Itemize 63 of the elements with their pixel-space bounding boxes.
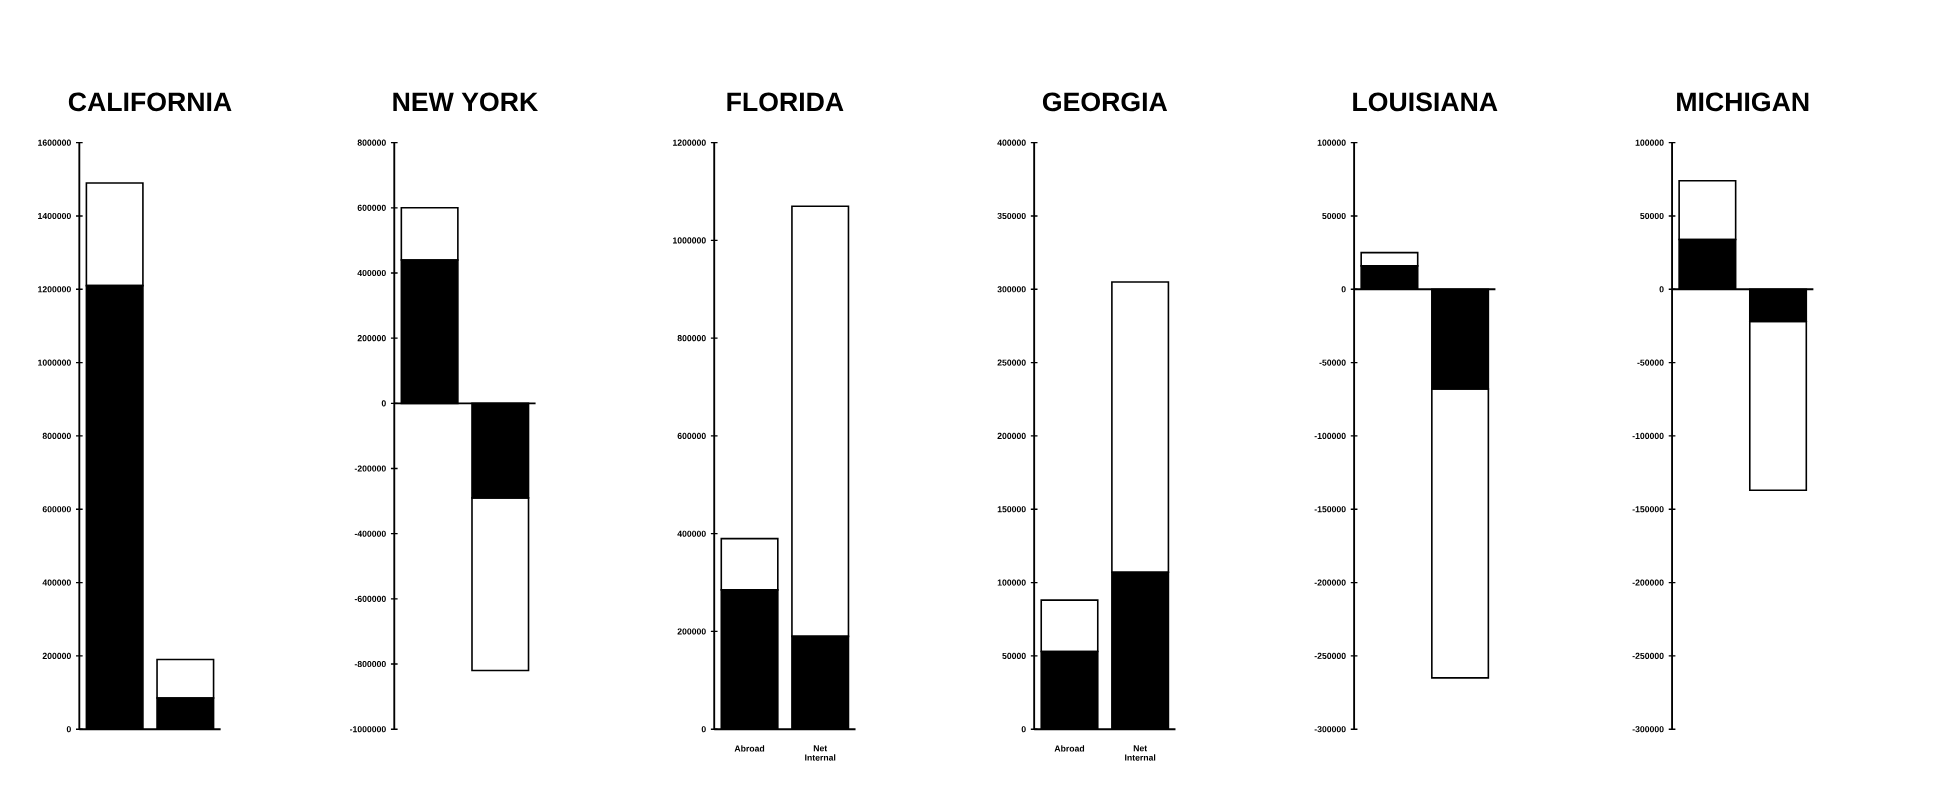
y-tick-label: 1200000 [38,286,71,293]
chart-title: GEORGIA [1042,92,1168,112]
y-tick-label: 1400000 [38,212,71,220]
y-tick-label: 0 [66,726,71,733]
x-tick-label: Net Internal [805,745,836,761]
y-tick-label: -150000 [1314,506,1346,513]
y-tick-label: -400000 [354,530,386,537]
y-tick-label: 800000 [357,139,386,146]
y-tick-label: 0 [701,726,706,733]
y-tick-label: 1000000 [38,359,71,366]
y-tick-label: 50000 [1640,212,1664,220]
y-tick-label: -300000 [1632,726,1664,733]
y-tick-label: 400000 [42,579,71,586]
y-tick-label: -100000 [1314,432,1346,440]
y-tick-label: 50000 [1002,652,1026,660]
y-tick-label: 0 [381,400,386,407]
y-tick-label: -150000 [1632,506,1664,513]
chart-title: LOUISIANA [1353,92,1498,112]
y-tick-label: 400000 [997,139,1026,146]
y-tick-label: 200000 [42,652,71,660]
y-tick-label: 300000 [997,286,1026,293]
y-tick-label: -250000 [1632,652,1664,660]
y-tick-label: 200000 [677,628,706,635]
y-tick-label: 1600000 [38,139,71,146]
y-tick-label: -50000 [1319,359,1346,366]
y-tick-label: -600000 [354,595,386,602]
y-tick-label: 1200000 [672,139,706,146]
y-tick-label: 150000 [997,506,1026,513]
y-tick-label: 600000 [677,432,706,440]
y-tick-label: 50000 [1322,212,1346,220]
y-tick-label: -50000 [1637,359,1664,366]
chart-title: CALIFORNIA [68,92,232,112]
y-tick-label: -1000000 [349,726,386,733]
y-tick-label: 600000 [357,204,386,211]
y-tick-label: 800000 [42,432,71,440]
chart-title: NEW YORK [393,92,538,112]
y-tick-label: 350000 [997,212,1026,220]
y-tick-label: 100000 [1317,139,1346,146]
y-tick-label: -100000 [1632,432,1664,440]
y-tick-label: -800000 [354,661,386,668]
y-tick-label: 1000000 [672,237,706,244]
y-tick-label: 800000 [677,335,706,342]
y-tick-label: 250000 [997,359,1026,366]
x-tick-label: Abroad [1054,745,1085,752]
y-tick-label: 200000 [997,432,1026,440]
y-tick-label: 0 [1021,726,1026,733]
y-tick-label: 200000 [357,335,386,342]
y-tick-label: 400000 [357,270,386,277]
y-tick-label: 0 [1659,286,1664,293]
y-tick-label: 100000 [997,579,1026,586]
y-tick-label: -200000 [354,465,386,472]
x-tick-label: Net Internal [1125,745,1156,761]
y-tick-label: -200000 [1632,579,1664,586]
y-tick-label: -250000 [1314,652,1346,660]
chart-title: MICHIGAN [1677,92,1809,112]
y-tick-label: 600000 [42,506,71,513]
chart-title: FLORIDA [727,92,844,112]
y-tick-label: -300000 [1314,726,1346,733]
y-tick-label: -200000 [1314,579,1346,586]
x-tick-label: Abroad [734,745,765,752]
y-tick-label: 100000 [1635,139,1664,146]
y-tick-label: 400000 [677,530,706,537]
y-tick-label: 0 [1341,286,1346,293]
